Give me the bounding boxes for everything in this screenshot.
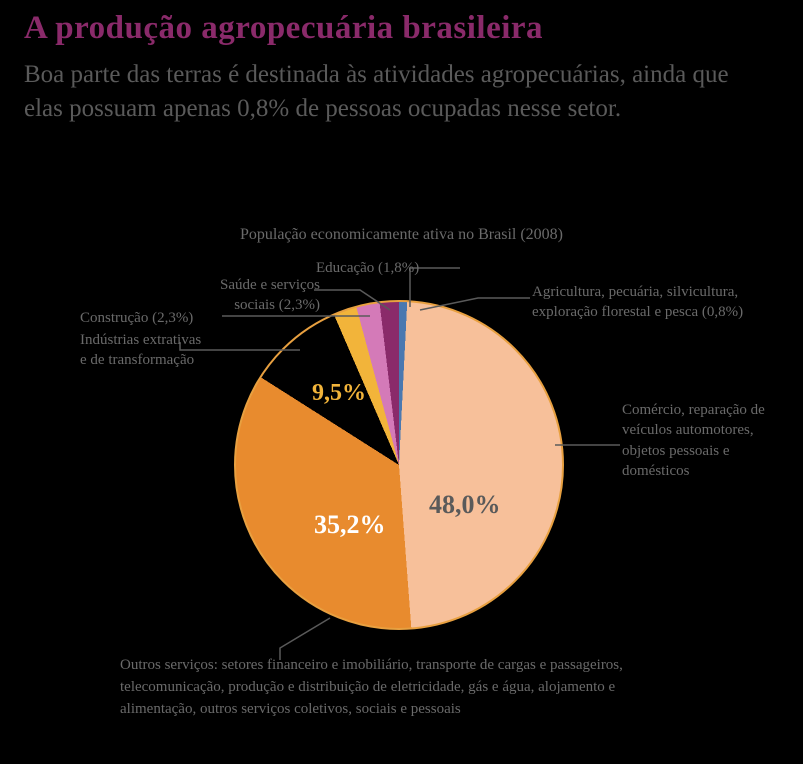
pie-chart: 48,0% 35,2% 9,5% — [234, 300, 564, 630]
ext-label-educacao: Educação (1,8%) — [316, 258, 419, 278]
ext-label-comercio: Comércio, reparação de veículos automoto… — [622, 400, 797, 481]
pct-label-comercio: 48,0% — [429, 490, 501, 520]
ext-label-outros: Outros serviços: setores financeiro e im… — [120, 655, 690, 720]
pct-label-outros: 35,2% — [314, 510, 386, 540]
pct-label-industrias: 9,5% — [312, 380, 366, 407]
page-subtitle: Boa parte das terras é destinada às ativ… — [24, 58, 764, 126]
ext-label-construcao: Construção (2,3%) — [80, 308, 225, 328]
ext-label-agricultura: Agricultura, pecuária, silvicultura, exp… — [532, 282, 762, 323]
page-title: A produção agropecuária brasileira — [24, 10, 543, 47]
chart-title: População economicamente ativa no Brasil… — [0, 226, 803, 244]
ext-label-industrias: Indústrias extrativas e de transformação — [80, 330, 210, 371]
